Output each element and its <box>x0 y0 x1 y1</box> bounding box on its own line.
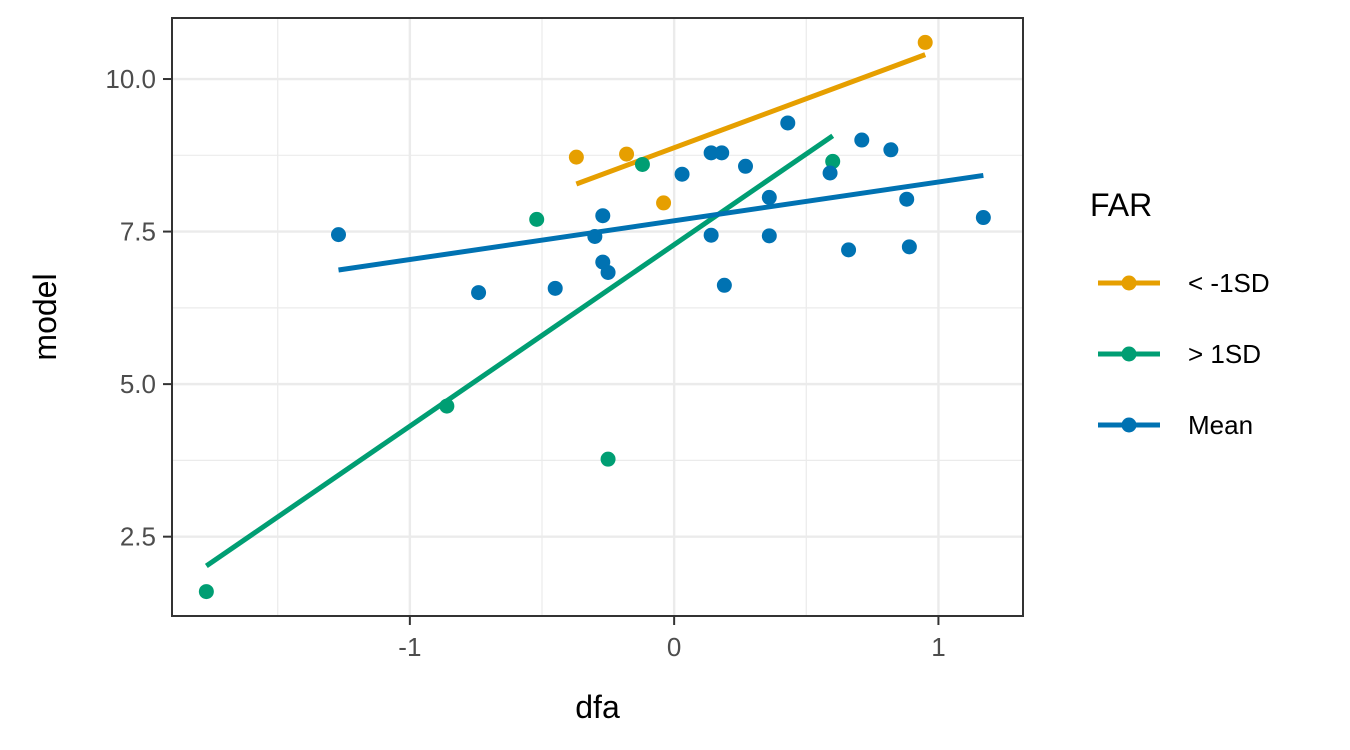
gridlines <box>172 18 1023 616</box>
point-far-low <box>656 195 672 211</box>
point-far-mean <box>854 132 870 148</box>
legend-title: FAR <box>1090 187 1152 223</box>
legend: FAR < -1SD > 1SD Mean <box>1090 187 1270 440</box>
point-far-mean <box>761 189 777 205</box>
legend-item-far-low: < -1SD <box>1098 268 1270 298</box>
point-far-low <box>619 146 635 162</box>
point-far-low <box>917 34 933 50</box>
fit-line-far-mean <box>338 172 984 273</box>
fit-lines <box>204 52 984 569</box>
point-far-mean <box>714 145 730 161</box>
point-far-high <box>825 153 841 169</box>
point-far-mean <box>703 145 719 161</box>
point-far-mean <box>547 280 563 296</box>
y-tick-label: 10.0 <box>105 64 156 94</box>
point-far-low <box>568 149 584 165</box>
fit-line-far-high <box>204 133 835 569</box>
point-far-high <box>634 156 650 172</box>
y-tick-label: 7.5 <box>120 217 156 247</box>
y-tick-label: 2.5 <box>120 522 156 552</box>
legend-item-far-mean: Mean <box>1098 410 1253 440</box>
point-far-mean <box>716 277 732 293</box>
plot-border <box>171 17 1024 617</box>
legend-key-point <box>1121 417 1137 433</box>
point-far-high <box>529 211 545 227</box>
data-points <box>198 34 991 600</box>
x-axis-title: dfa <box>575 689 620 725</box>
panel-background <box>172 18 1023 616</box>
x-tick-label: -1 <box>398 632 421 662</box>
legend-label: Mean <box>1188 410 1253 440</box>
point-far-mean <box>587 228 603 244</box>
axis-ticks <box>163 78 940 625</box>
legend-key-point <box>1121 346 1137 362</box>
point-far-mean <box>780 115 796 131</box>
legend-key-point <box>1121 275 1137 291</box>
point-far-mean <box>331 227 346 243</box>
point-far-mean <box>883 142 899 158</box>
point-far-mean <box>595 208 611 224</box>
x-tick-labels: -1 0 1 <box>398 632 945 662</box>
y-tick-label: 5.0 <box>120 369 156 399</box>
point-far-mean <box>703 227 719 243</box>
legend-label: < -1SD <box>1188 268 1270 298</box>
point-far-high <box>439 398 455 414</box>
x-tick-label: 1 <box>931 632 945 662</box>
point-far-high <box>600 451 616 467</box>
point-far-mean <box>738 158 753 174</box>
point-far-mean <box>471 285 487 301</box>
point-far-mean <box>822 165 838 181</box>
point-far-mean <box>841 242 857 258</box>
legend-label: > 1SD <box>1188 339 1261 369</box>
point-far-mean <box>899 191 915 207</box>
fit-line-far-low <box>575 52 927 187</box>
point-far-mean <box>901 239 917 255</box>
point-far-mean <box>674 166 690 182</box>
point-far-mean <box>975 210 991 226</box>
point-far-mean <box>600 264 616 280</box>
point-far-mean <box>761 228 777 244</box>
legend-item-far-high: > 1SD <box>1098 339 1261 369</box>
plot-panel <box>172 18 1023 616</box>
x-tick-label: 0 <box>667 632 681 662</box>
y-tick-labels: 2.5 5.0 7.5 10.0 <box>105 64 156 552</box>
y-axis-title: model <box>27 273 63 360</box>
point-far-high <box>198 584 214 600</box>
